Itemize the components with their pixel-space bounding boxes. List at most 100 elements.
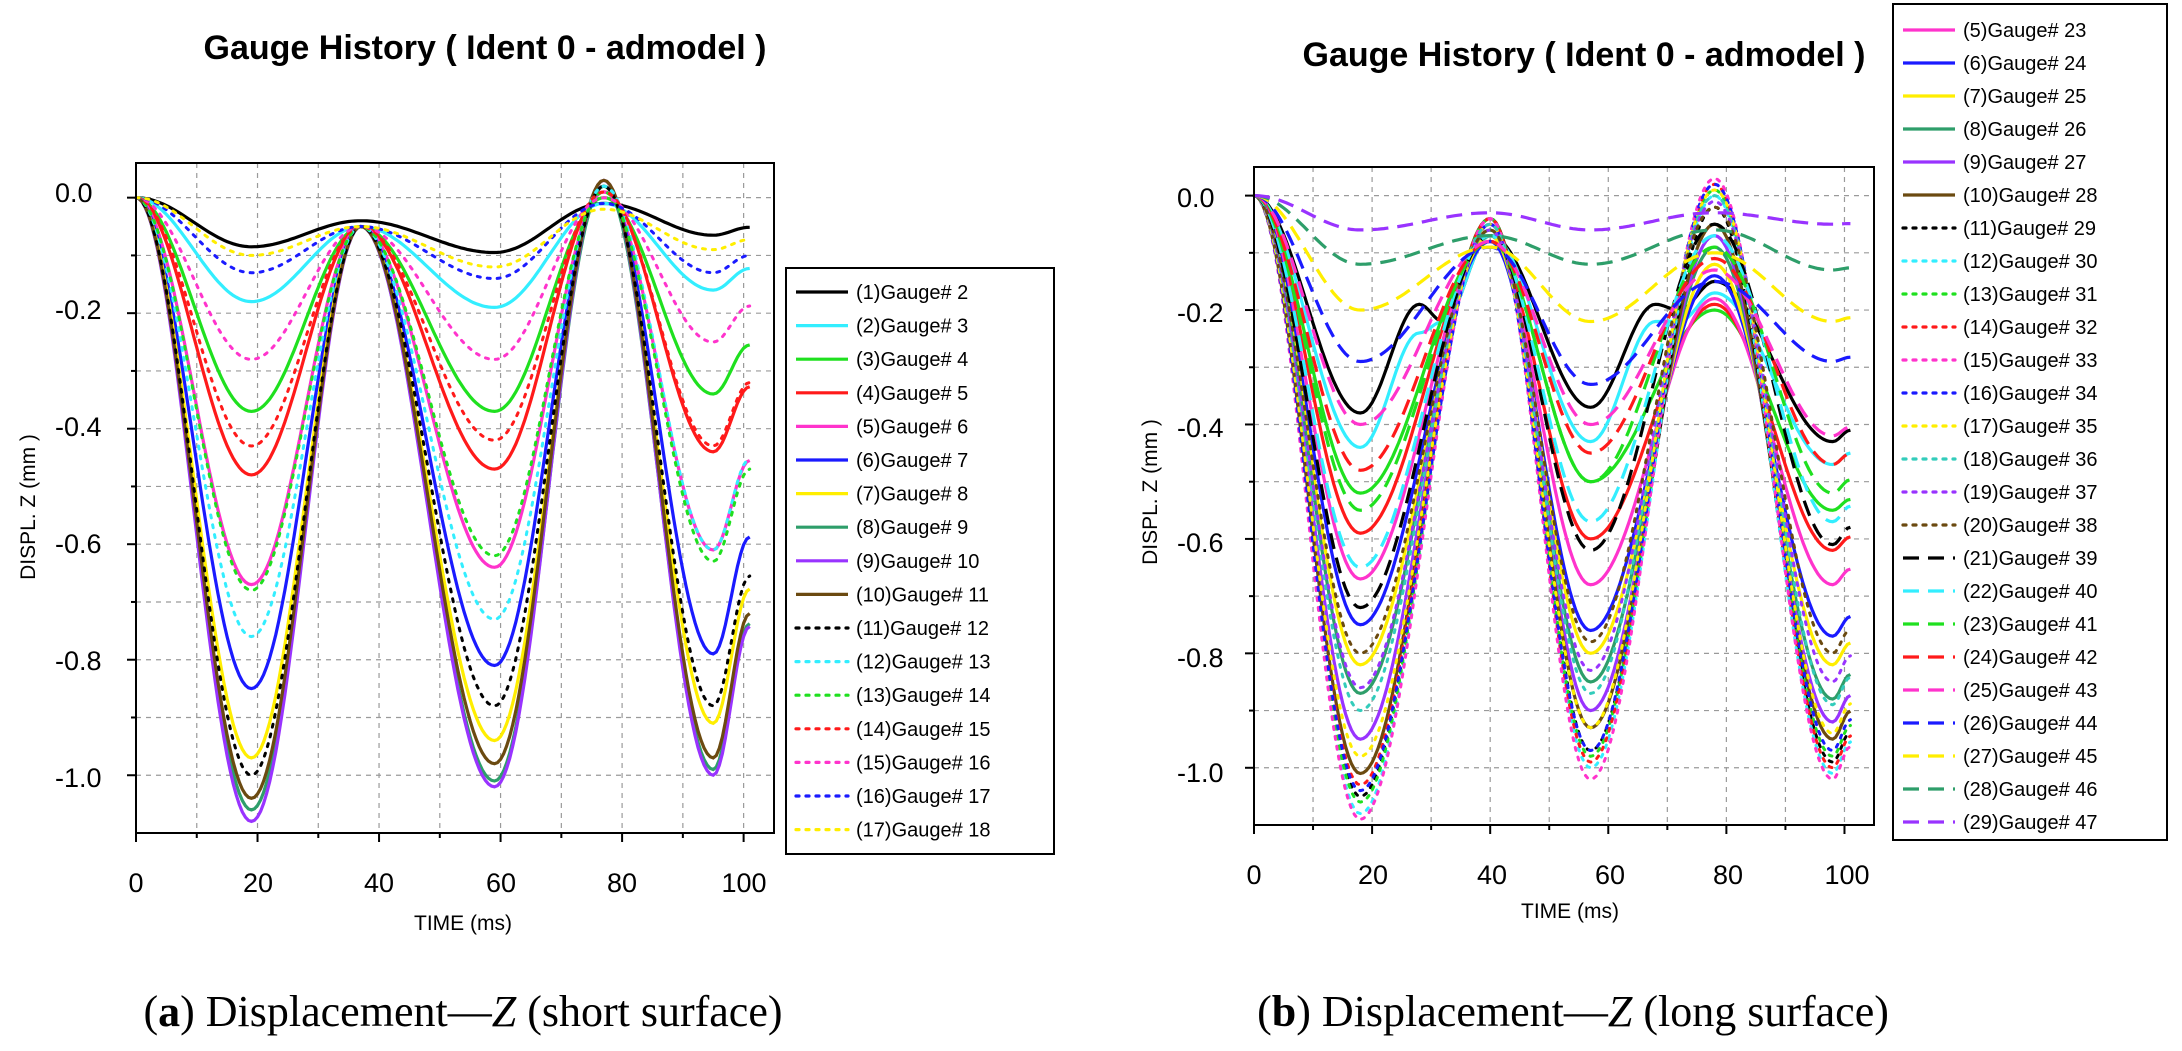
series-line [134, 184, 752, 777]
series-line [135, 184, 751, 691]
legend-label: (3)Gauge# 4 [856, 349, 968, 371]
series-line [135, 178, 751, 824]
legend-label: (1)Gauge# 2 [856, 282, 968, 304]
legend-label: (9)Gauge# 27 [1963, 152, 2086, 174]
panel-b-xtick-label: 100 [1824, 860, 1869, 890]
legend-label: (16)Gauge# 34 [1963, 383, 2098, 405]
panel-b-ytick-label: -1.0 [1177, 758, 1224, 788]
panel-a-ytick-label: -0.6 [55, 529, 102, 559]
caption-a: (a) Displacement—Z (short surface) [143, 987, 782, 1036]
panel-a-plot-frame [135, 162, 775, 834]
series-line [1253, 194, 1851, 232]
panel-a-xtick-label: 60 [486, 868, 516, 898]
series-line [1253, 194, 1851, 587]
caption-a-suffix: (short surface) [516, 987, 782, 1036]
panel-b-x-axis-label: TIME (ms) [1521, 900, 1619, 923]
panel-a-tick-marks [127, 196, 745, 842]
legend-label: (2)Gauge# 3 [856, 316, 968, 338]
legend-label: (22)Gauge# 40 [1963, 581, 2098, 603]
series-line [1253, 194, 1851, 438]
legend-label: (14)Gauge# 15 [856, 719, 991, 741]
legend-label: (26)Gauge# 44 [1963, 713, 2098, 735]
caption-b-suffix: (long surface) [1632, 987, 1889, 1036]
legend-label: (21)Gauge# 39 [1963, 548, 2098, 570]
caption-b-text: ) Displacement— [1296, 987, 1609, 1036]
legend-label: (6)Gauge# 24 [1963, 53, 2086, 75]
legend-label: (15)Gauge# 16 [856, 752, 991, 774]
series-line [134, 196, 752, 269]
panel-a-xtick-label: 80 [607, 868, 637, 898]
legend-label: (25)Gauge# 43 [1963, 680, 2098, 702]
legend-label: (23)Gauge# 41 [1963, 614, 2098, 636]
legend-label: (7)Gauge# 8 [856, 484, 968, 506]
panel-a-ytick-label: -1.0 [55, 763, 102, 793]
panel-b-series-lines [1252, 176, 1852, 821]
panel-b-tick-marks [1245, 194, 1846, 834]
panel-b-xtick-label: 80 [1713, 860, 1743, 890]
panel-a-series-lines [134, 178, 752, 824]
panel-b-xtick-label: 0 [1246, 860, 1261, 890]
legend-label: (20)Gauge# 38 [1963, 515, 2098, 537]
legend-label: (14)Gauge# 32 [1963, 317, 2098, 339]
series-line [134, 184, 752, 639]
panel-a-xtick-label: 40 [364, 868, 394, 898]
legend-label: (17)Gauge# 18 [856, 820, 991, 842]
series-line [1253, 194, 1851, 272]
panel-b-ytick-label: -0.4 [1177, 413, 1224, 443]
panel-a-ytick-label: -0.8 [55, 646, 102, 676]
caption-b: (b) Displacement—Z (long surface) [1257, 987, 1889, 1036]
panel-b-ytick-label: -0.6 [1177, 528, 1224, 558]
legend-label: (13)Gauge# 14 [856, 685, 991, 707]
legend-label: (28)Gauge# 46 [1963, 779, 2098, 801]
legend-label: (12)Gauge# 30 [1963, 251, 2098, 273]
legend-label: (7)Gauge# 25 [1963, 86, 2086, 108]
legend-label: (5)Gauge# 23 [1963, 20, 2086, 42]
series-line [1252, 188, 1852, 758]
legend-label: (27)Gauge# 45 [1963, 746, 2098, 768]
series-line [134, 196, 752, 280]
legend-label: (11)Gauge# 12 [856, 618, 989, 640]
panel-a-x-axis-label: TIME (ms) [414, 912, 512, 935]
panel-b-ytick-label: 0.0 [1177, 183, 1215, 213]
panel-a-title: Gauge History ( Ident 0 - admodel ) [204, 29, 767, 67]
legend-label: (16)Gauge# 17 [856, 786, 991, 808]
legend-label: (12)Gauge# 13 [856, 652, 991, 674]
caption-a-symbol: Z [492, 987, 517, 1036]
panel-b-xtick-label: 60 [1595, 860, 1625, 890]
legend-label: (10)Gauge# 11 [856, 584, 989, 606]
legend-label: (19)Gauge# 37 [1963, 482, 2098, 504]
series-line [134, 190, 752, 592]
series-line [1253, 194, 1852, 776]
panel-b-ytick-label: -0.8 [1177, 643, 1224, 673]
legend-label: (6)Gauge# 7 [856, 450, 968, 472]
series-line [135, 178, 751, 800]
series-line [135, 196, 751, 414]
panel-b-y-axis-label: DISPL. Z (mm ) [1139, 419, 1162, 565]
series-line [136, 196, 750, 255]
legend-label: (15)Gauge# 33 [1963, 350, 2098, 372]
legend-label: (18)Gauge# 36 [1963, 449, 2098, 471]
legend-label: (10)Gauge# 28 [1963, 185, 2098, 207]
caption-b-symbol: Z [1608, 987, 1633, 1036]
legend-label: (8)Gauge# 9 [856, 517, 968, 539]
panel-a-ytick-label: 0.0 [55, 178, 93, 208]
panel-a-legend: (1)Gauge# 2 (2)Gauge# 3 (3)Gauge# 4 (4)Gaug… [794, 282, 991, 842]
panel-b: Gauge History ( Ident 0 - admodel ) 0.0 … [1139, 3, 2168, 923]
legend-label: (29)Gauge# 47 [1963, 812, 2098, 834]
legend-label: (13)Gauge# 31 [1963, 284, 2098, 306]
caption-b-letter: b [1272, 987, 1296, 1036]
panel-b-plot-frame [1253, 166, 1875, 826]
series-line [1252, 194, 1852, 655]
panel-a-xtick-label: 100 [721, 868, 766, 898]
panel-b-xtick-label: 40 [1477, 860, 1507, 890]
legend-label: (8)Gauge# 26 [1963, 119, 2086, 141]
panel-b-legend-box [1892, 3, 2168, 841]
panel-b-ytick-label: -0.2 [1177, 298, 1224, 328]
series-line [1252, 176, 1852, 821]
series-line [134, 196, 752, 361]
panel-a-y-axis-label: DISPL. Z (mm ) [17, 434, 40, 580]
caption-a-letter: a [158, 987, 180, 1036]
panel-a: Gauge History ( Ident 0 - admodel ) 0.0 … [17, 29, 1055, 935]
series-line [135, 190, 751, 477]
